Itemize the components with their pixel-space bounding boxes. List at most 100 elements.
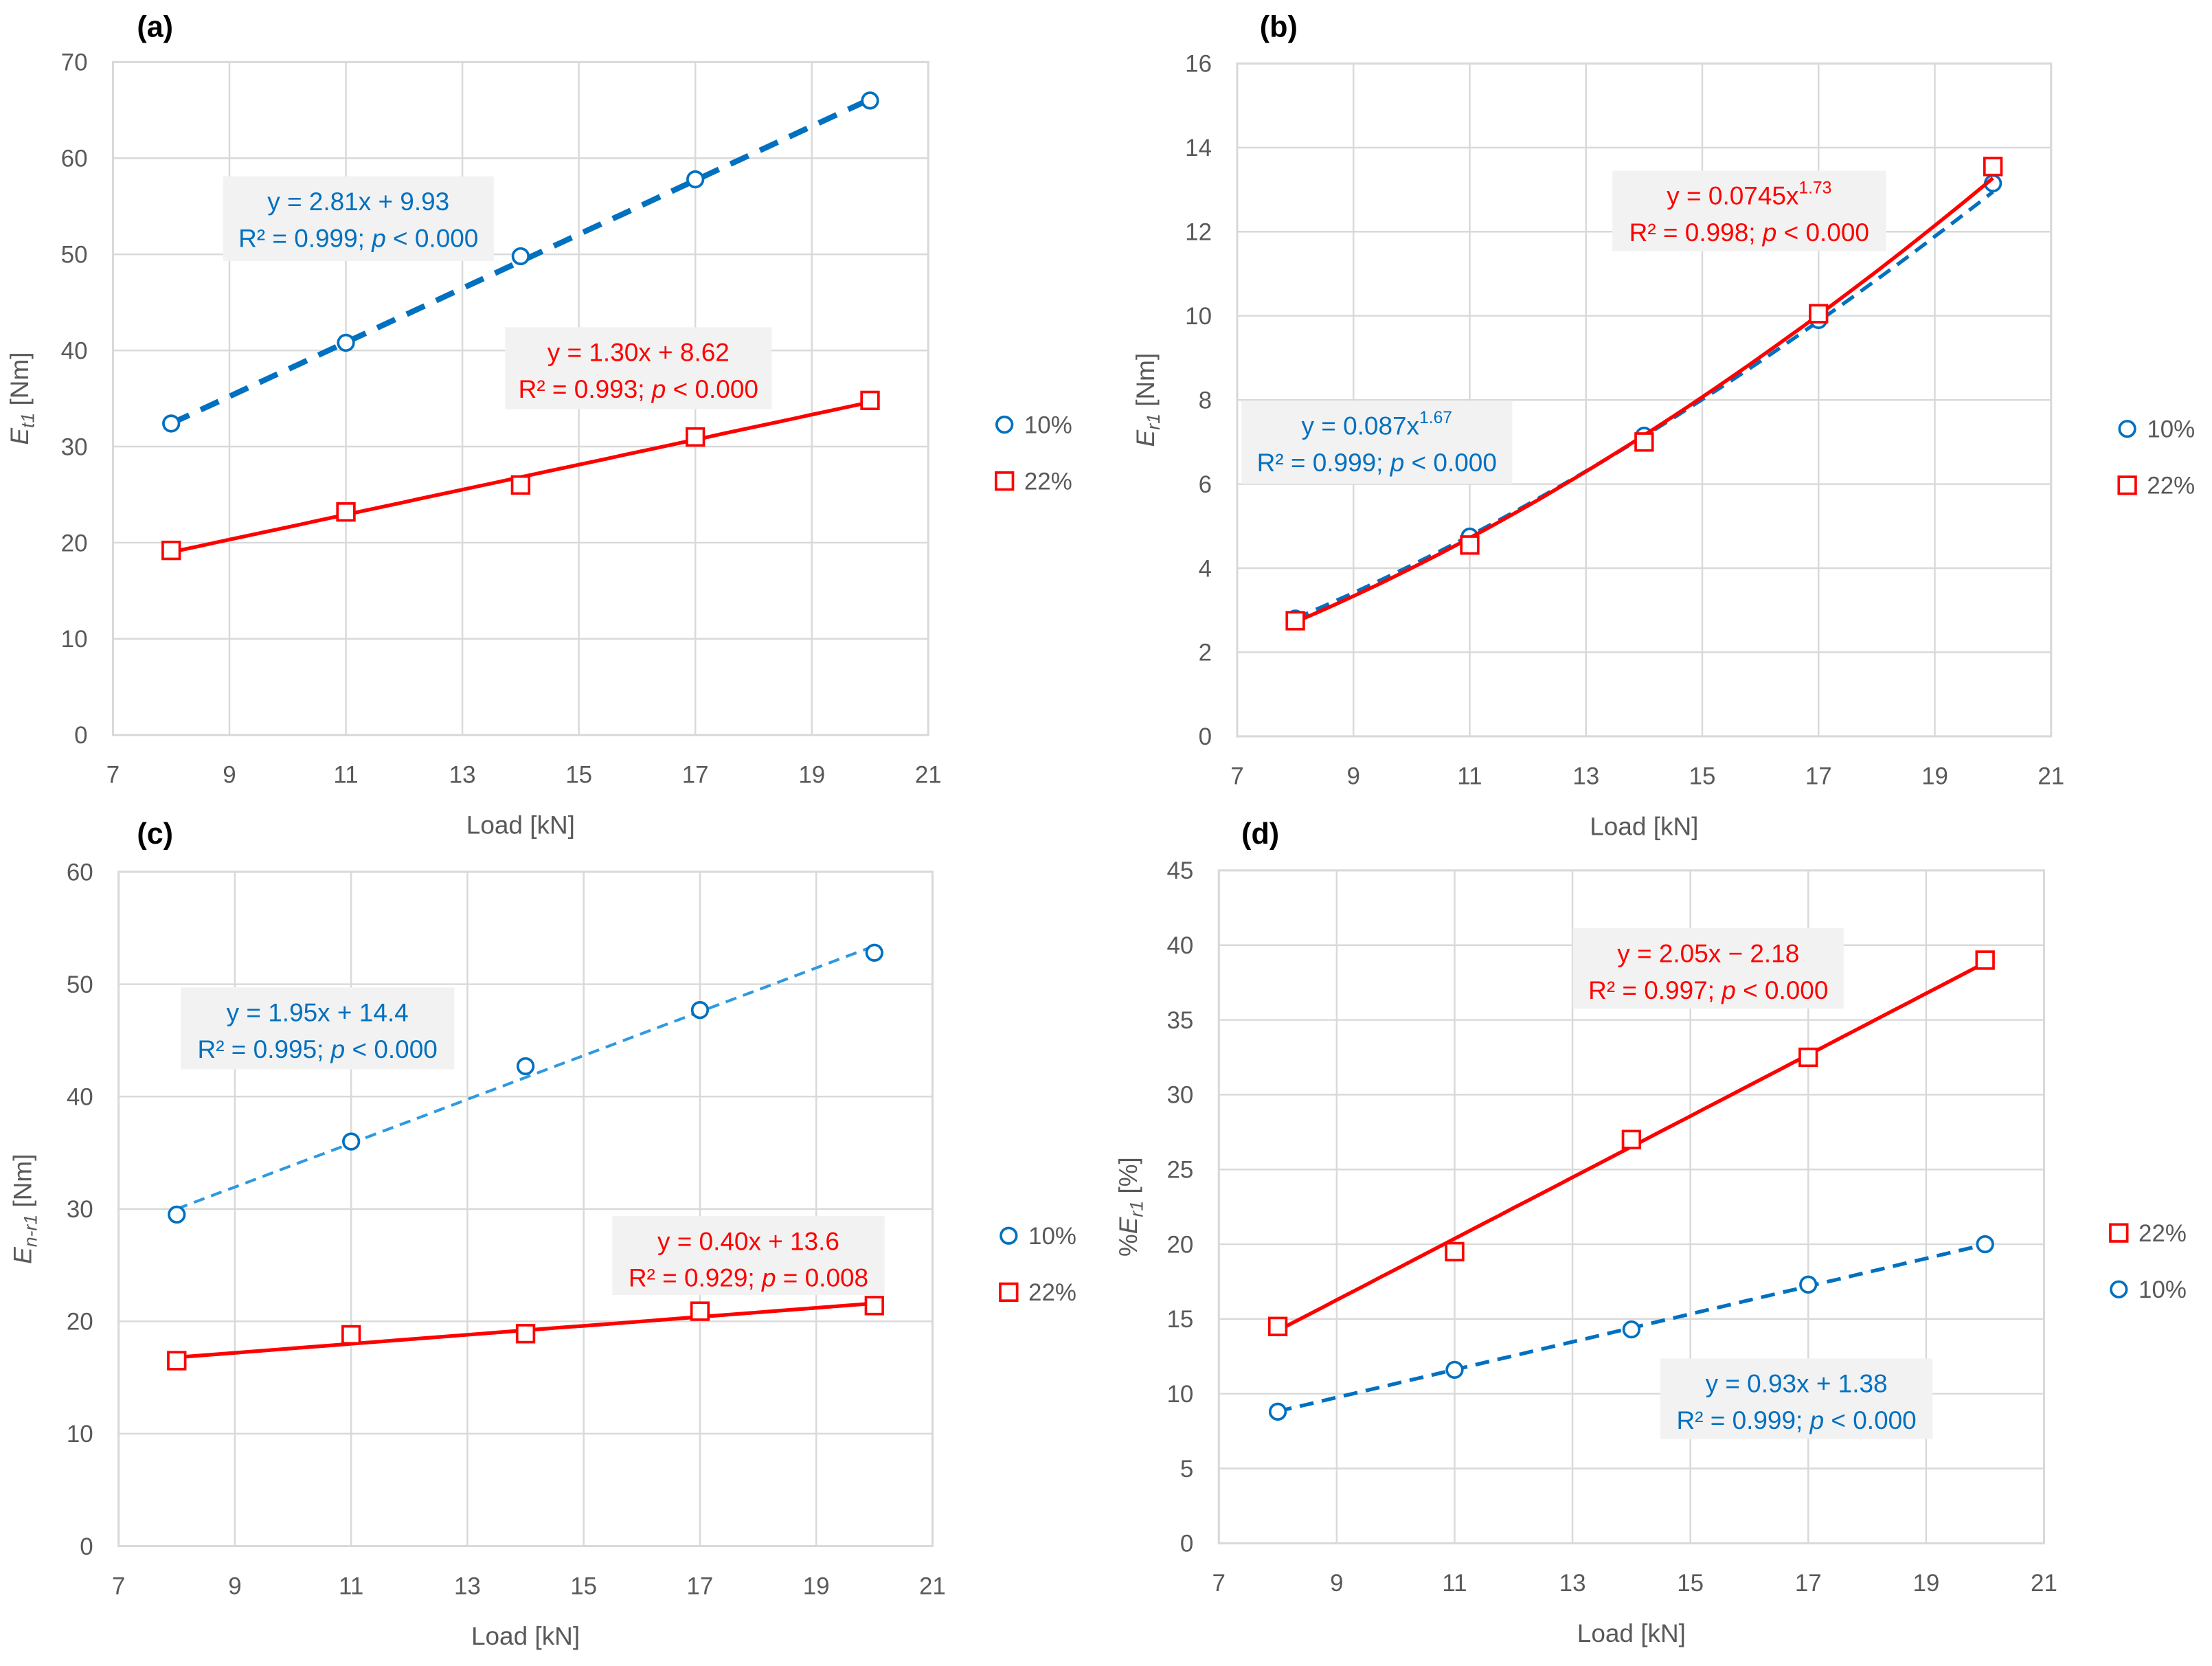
y-axis-label: Et1 [Nm] [5, 352, 38, 444]
y-tick-label: 50 [61, 242, 88, 269]
data-point-22pct [515, 1324, 536, 1344]
data-point-10pct [516, 1057, 535, 1076]
equation-box [1612, 170, 1886, 251]
data-point-22pct [1285, 611, 1305, 631]
y-tick-label: 0 [1199, 723, 1212, 750]
p-value-text: < 0.000 [345, 1035, 438, 1063]
legend-marker-circle [2118, 420, 2136, 438]
y-label-subscript: r1 [1126, 1201, 1147, 1217]
data-point-22pct [161, 540, 181, 561]
legend-label: 22% [1028, 1279, 1076, 1306]
x-tick-label: 7 [1212, 1570, 1226, 1597]
data-point-22pct [341, 1325, 361, 1345]
equation-label: y = 0.40x + 13.6 [657, 1227, 839, 1255]
y-axis-label: En-r1 [Nm] [8, 1154, 41, 1264]
data-point-10pct [1622, 1320, 1641, 1339]
y-tick-label: 45 [1166, 857, 1193, 884]
y-tick-label: 6 [1199, 471, 1212, 498]
equation-box [505, 327, 772, 409]
x-tick-label: 21 [2038, 763, 2064, 790]
y-tick-label: 35 [1166, 1007, 1193, 1034]
r-squared-text: R² = 0.999; [1676, 1406, 1809, 1434]
data-point-10pct [162, 414, 181, 433]
x-tick-label: 13 [454, 1573, 481, 1599]
x-tick-label: 17 [1805, 763, 1832, 790]
p-symbol: p [1809, 1406, 1825, 1434]
data-point-22pct [1460, 535, 1480, 555]
y-tick-label: 2 [1199, 640, 1212, 666]
legend-marker-circle [1000, 1226, 1018, 1245]
x-tick-label: 21 [915, 762, 942, 789]
data-point-10pct [168, 1205, 186, 1224]
plot-area [1236, 62, 2053, 738]
y-axis-label: %Er1 [%] [1114, 1157, 1147, 1257]
y-label-symbol: E [1131, 429, 1160, 447]
panel-label: (b) [1260, 10, 1298, 43]
equation-box [1572, 928, 1844, 1009]
legend-label: 22% [2147, 473, 2195, 499]
p-symbol: p [1390, 449, 1405, 477]
y-label-unit: [%] [1114, 1157, 1142, 1201]
y-tick-label: 10 [61, 626, 88, 653]
x-tick-label: 9 [1347, 763, 1360, 790]
legend-marker-square [999, 1282, 1019, 1303]
data-point-10pct [861, 91, 879, 110]
r-squared-text: R² = 0.998; [1629, 218, 1763, 247]
y-tick-label: 8 [1199, 387, 1212, 414]
y-label-unit: [Nm] [5, 352, 34, 412]
y-tick-label: 30 [61, 434, 88, 460]
legend-label: 22% [1024, 469, 1072, 495]
data-point-22pct [510, 475, 531, 495]
equation-exponent: 1.67 [1419, 409, 1452, 427]
r-squared-label: R² = 0.995; p < 0.000 [198, 1035, 438, 1063]
y-tick-label: 30 [1166, 1082, 1193, 1109]
x-tick-label: 7 [106, 762, 120, 789]
y-tick-label: 16 [1185, 51, 1212, 78]
panel-label: (a) [137, 10, 173, 43]
x-tick-label: 15 [570, 1573, 597, 1599]
x-tick-label: 13 [1572, 763, 1599, 790]
equation-label: y = 1.95x + 14.4 [227, 999, 409, 1027]
y-tick-label: 5 [1180, 1456, 1193, 1483]
equation-exponent: 1.73 [1798, 179, 1831, 197]
p-value-text: < 0.000 [386, 224, 479, 252]
y-tick-label: 10 [1185, 303, 1212, 330]
plot-area [1217, 869, 2046, 1544]
x-axis-label: Load [kN] [471, 1622, 580, 1650]
r-squared-label: R² = 0.997; p < 0.000 [1588, 976, 1828, 1004]
equation-text: y = 0.0745x [1667, 182, 1799, 210]
p-value-text: < 0.000 [666, 375, 758, 403]
data-point-10pct [1445, 1360, 1464, 1380]
x-tick-label: 7 [112, 1573, 125, 1599]
x-tick-label: 19 [803, 1573, 830, 1599]
y-tick-label: 15 [1166, 1306, 1193, 1333]
y-tick-label: 10 [67, 1421, 93, 1448]
legend-label: 10% [1024, 412, 1072, 438]
x-tick-label: 11 [339, 1573, 363, 1599]
data-point-22pct [1809, 304, 1829, 324]
p-symbol: p [330, 1035, 346, 1063]
equation-text: y = 0.40x + 13.6 [657, 1227, 839, 1255]
r-squared-text: R² = 0.929; [629, 1264, 762, 1292]
x-axis-label: Load [kN] [466, 811, 575, 840]
x-tick-label: 11 [1457, 763, 1482, 790]
legend-marker-circle [2110, 1280, 2128, 1298]
trendline-10pct [176, 945, 875, 1211]
chart-panel-b: 0 2 4 6 8 10 12 14 16 7 9 11 13 15 17 19 21 (b) Load [kN] E… [1131, 10, 2195, 840]
r-squared-label: R² = 0.998; p < 0.000 [1629, 218, 1869, 247]
x-tick-label: 21 [2031, 1570, 2057, 1597]
y-label-symbol: E [5, 428, 34, 445]
r-squared-text: R² = 0.999; [238, 224, 372, 252]
y-label-prefix: % [1114, 1234, 1142, 1257]
data-point-22pct [1634, 432, 1654, 452]
data-point-10pct [511, 247, 530, 266]
p-value-text: < 0.000 [1776, 218, 1869, 247]
chart-panel-d: 0 5 10 15 20 25 30 35 40 45 7 9 11 13 15 17 19 21 (d) Load … [1114, 818, 2187, 1647]
y-tick-label: 12 [1185, 219, 1212, 246]
y-label-subscript: t1 [17, 413, 38, 428]
r-squared-text: R² = 0.993; [519, 375, 652, 403]
equation-box [1241, 401, 1513, 484]
r-squared-label: R² = 0.993; p < 0.000 [519, 375, 758, 403]
plot-area [117, 870, 934, 1548]
